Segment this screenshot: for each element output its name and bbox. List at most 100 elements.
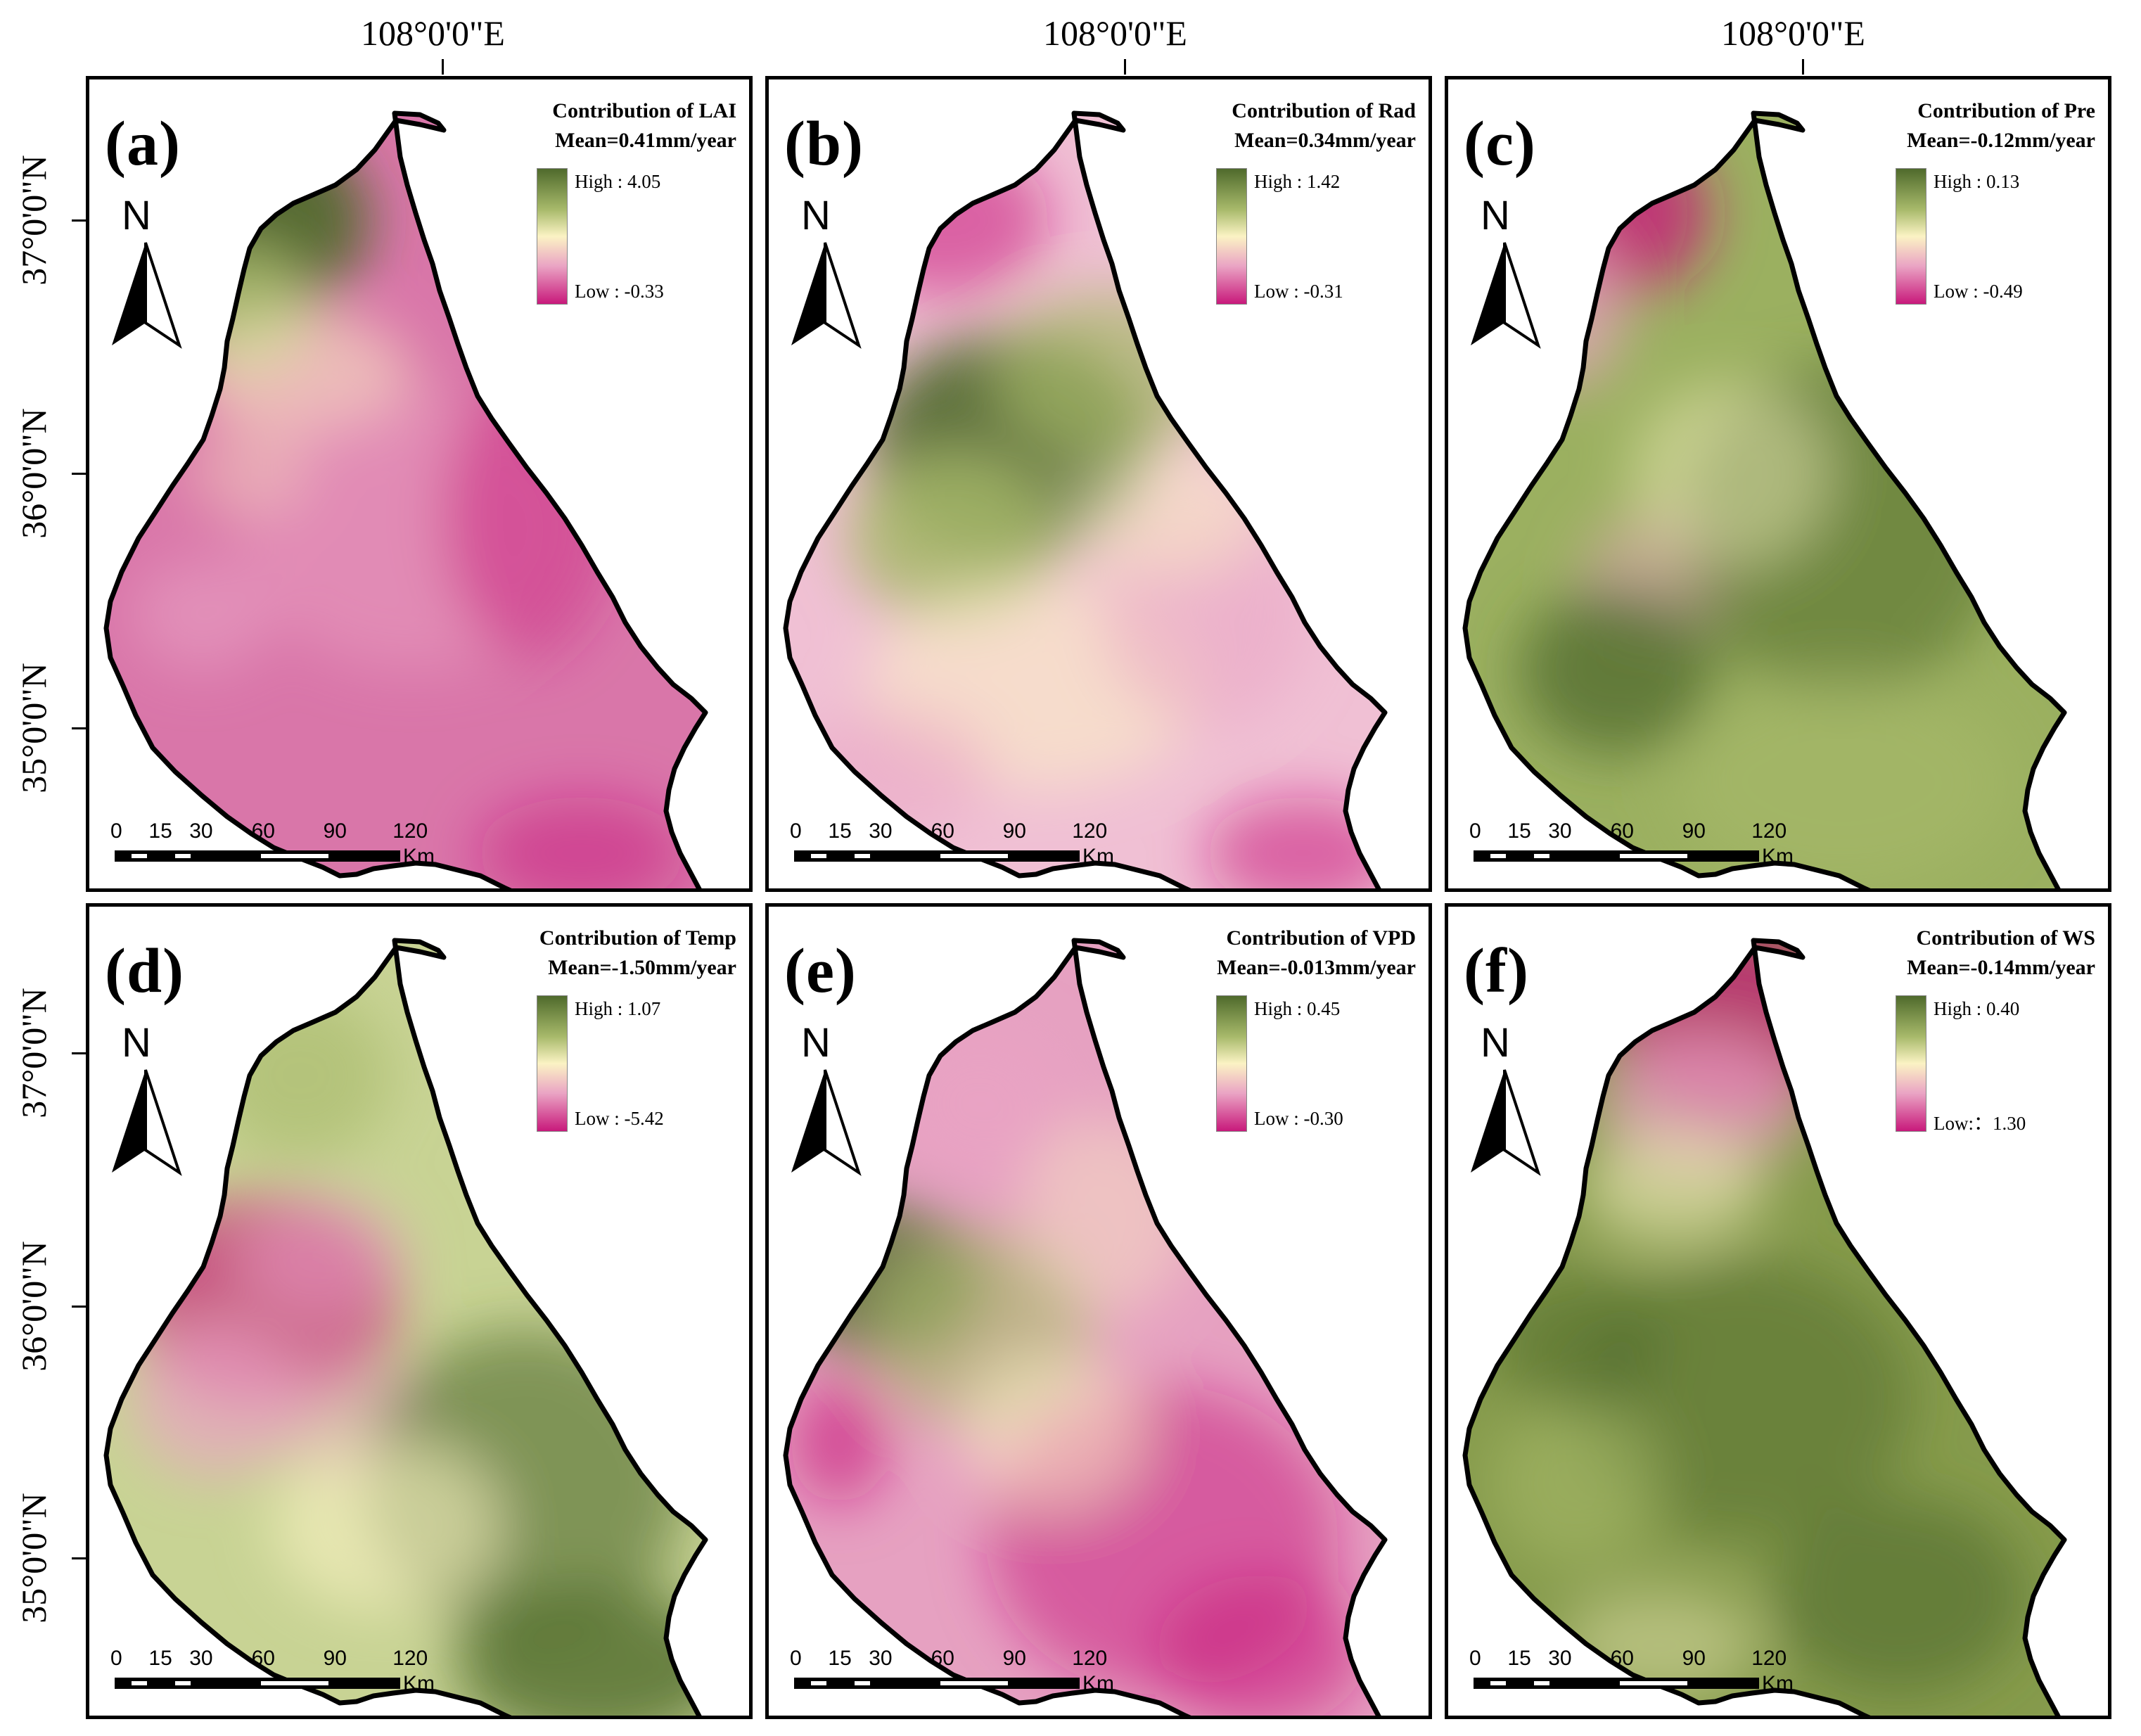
legend-mean: Mean=0.34mm/year [1234,129,1416,152]
scale-tick-label: 15 [148,819,172,843]
latitude-tick [72,727,86,729]
scale-bar [1474,850,1759,862]
raster-patch [790,1378,888,1505]
scale-bar-segment [1534,854,1549,858]
scale-tick-label: 120 [1751,1647,1787,1670]
legend-colorbar [537,995,568,1132]
raster-patch [1156,1575,1367,1716]
panel-letter: (d) [105,936,184,1006]
raster-patch [1022,1118,1191,1315]
scale-tick-label: 60 [251,819,275,843]
raster-patch [1519,586,1715,755]
legend-mean: Mean=0.41mm/year [555,129,736,152]
scale-tick-label: 60 [251,1647,275,1670]
scale-tick-label: 90 [1682,1647,1706,1670]
panel-letter: (c) [1464,109,1536,179]
legend-colorbar [537,168,568,305]
scale-bar-segment [855,1681,870,1685]
raster-patch [272,1441,497,1610]
raster-patch [1575,1258,1912,1540]
longitude-label: 108°0'0"E [1721,13,1865,53]
legend-low-label: Low : -5.42 [575,1108,664,1129]
raster-patch [797,706,994,832]
scale-unit: Km [403,1672,435,1695]
latitude-tick [72,219,86,222]
map-panel: (b) Contribution of Rad Mean=0.34mm/year Hi… [765,76,1432,892]
legend-low-label: Low : -0.31 [1254,281,1343,302]
scale-tick-label: 15 [1507,819,1531,843]
raster-patch [181,431,307,516]
scale-bar-segment [132,1681,147,1685]
legend-mean: Mean=-0.12mm/year [1907,129,2095,152]
map-panel: (a) Contribution of LAI Mean=0.41mm/year Hi… [86,76,753,892]
legend-title: Contribution of VPD [1226,926,1416,950]
map-panel: (d) Contribution of Temp Mean=-1.50mm/year… [86,903,753,1719]
scale-unit: Km [1762,845,1794,868]
raster-patch [1631,382,1828,565]
legend-colorbar [1216,995,1247,1132]
basin-map [103,110,728,888]
panel-letter: (a) [105,109,181,179]
raster-patch [1490,1399,1659,1568]
scale-tick-label: 120 [392,1647,428,1670]
scale-bar-segment [175,1681,191,1685]
scale-tick-label: 0 [1469,1647,1481,1670]
basin-map [783,938,1407,1716]
latitude-tick [72,1306,86,1308]
raster-patch [1772,1498,2025,1694]
raster-patch [1064,452,1261,579]
map-panel: (e) Contribution of VPD Mean=-0.013mm/year… [765,903,1432,1719]
basin-map [783,110,1407,888]
legend-high-label: High : 1.42 [1254,171,1341,192]
latitude-tick [72,473,86,475]
latitude-label: 35°0'0"N [14,663,53,793]
raster-patch [959,1350,1142,1505]
north-arrow-icon [791,1069,862,1176]
raster-patch [1673,677,2011,888]
basin-boundary [103,938,708,1716]
panel-letter: (e) [784,936,857,1006]
raster-patch [237,1195,406,1322]
scale-tick-label: 120 [1072,1647,1108,1670]
basin-map [1462,110,2087,888]
map-panel: (f) Contribution of WS Mean=-0.14mm/year Hi… [1445,903,2111,1719]
scale-tick-label: 30 [1548,1647,1572,1670]
scale-bar-segment [1620,854,1687,858]
scale-bar-segment [1534,1681,1549,1685]
scale-tick-label: 90 [1682,819,1706,843]
scale-bar-segment [940,854,1008,858]
scale-tick-label: 15 [148,1647,172,1670]
scale-tick-label: 60 [1610,1647,1634,1670]
legend-title: Contribution of LAI [552,99,736,122]
scale-tick-label: 0 [1469,819,1481,843]
scale-tick-label: 90 [323,1647,347,1670]
latitude-tick [72,1557,86,1559]
scale-tick-label: 15 [828,1647,852,1670]
scale-tick-label: 0 [790,819,802,843]
raster-patch [846,452,1057,621]
scale-tick-label: 15 [1507,1647,1531,1670]
scale-unit: Km [403,845,435,868]
scale-bar [115,1678,400,1689]
scale-tick-label: 0 [110,1647,122,1670]
scale-bar-segment [261,854,328,858]
scale-tick-label: 0 [790,1647,802,1670]
north-label: N [1481,193,1510,238]
panel-letter: (f) [1464,936,1529,1006]
north-arrow-icon [1471,1069,1541,1176]
longitude-tick [1802,59,1804,75]
scale-bar-segment [811,1681,826,1685]
legend-title: Contribution of WS [1916,926,2095,950]
legend-low-label: Low : -0.49 [1934,281,2023,302]
scale-bar-segment [855,854,870,858]
latitude-tick [72,1052,86,1054]
scale-bar [794,1678,1080,1689]
scale-tick-label: 30 [869,819,893,843]
raster-patch [1490,1272,1659,1413]
legend-mean: Mean=-0.013mm/year [1217,956,1416,979]
scale-tick-label: 60 [931,819,954,843]
scale-tick-label: 30 [869,1647,893,1670]
scale-unit: Km [1762,1672,1794,1695]
legend-low-label: Low : -0.30 [1254,1108,1343,1129]
